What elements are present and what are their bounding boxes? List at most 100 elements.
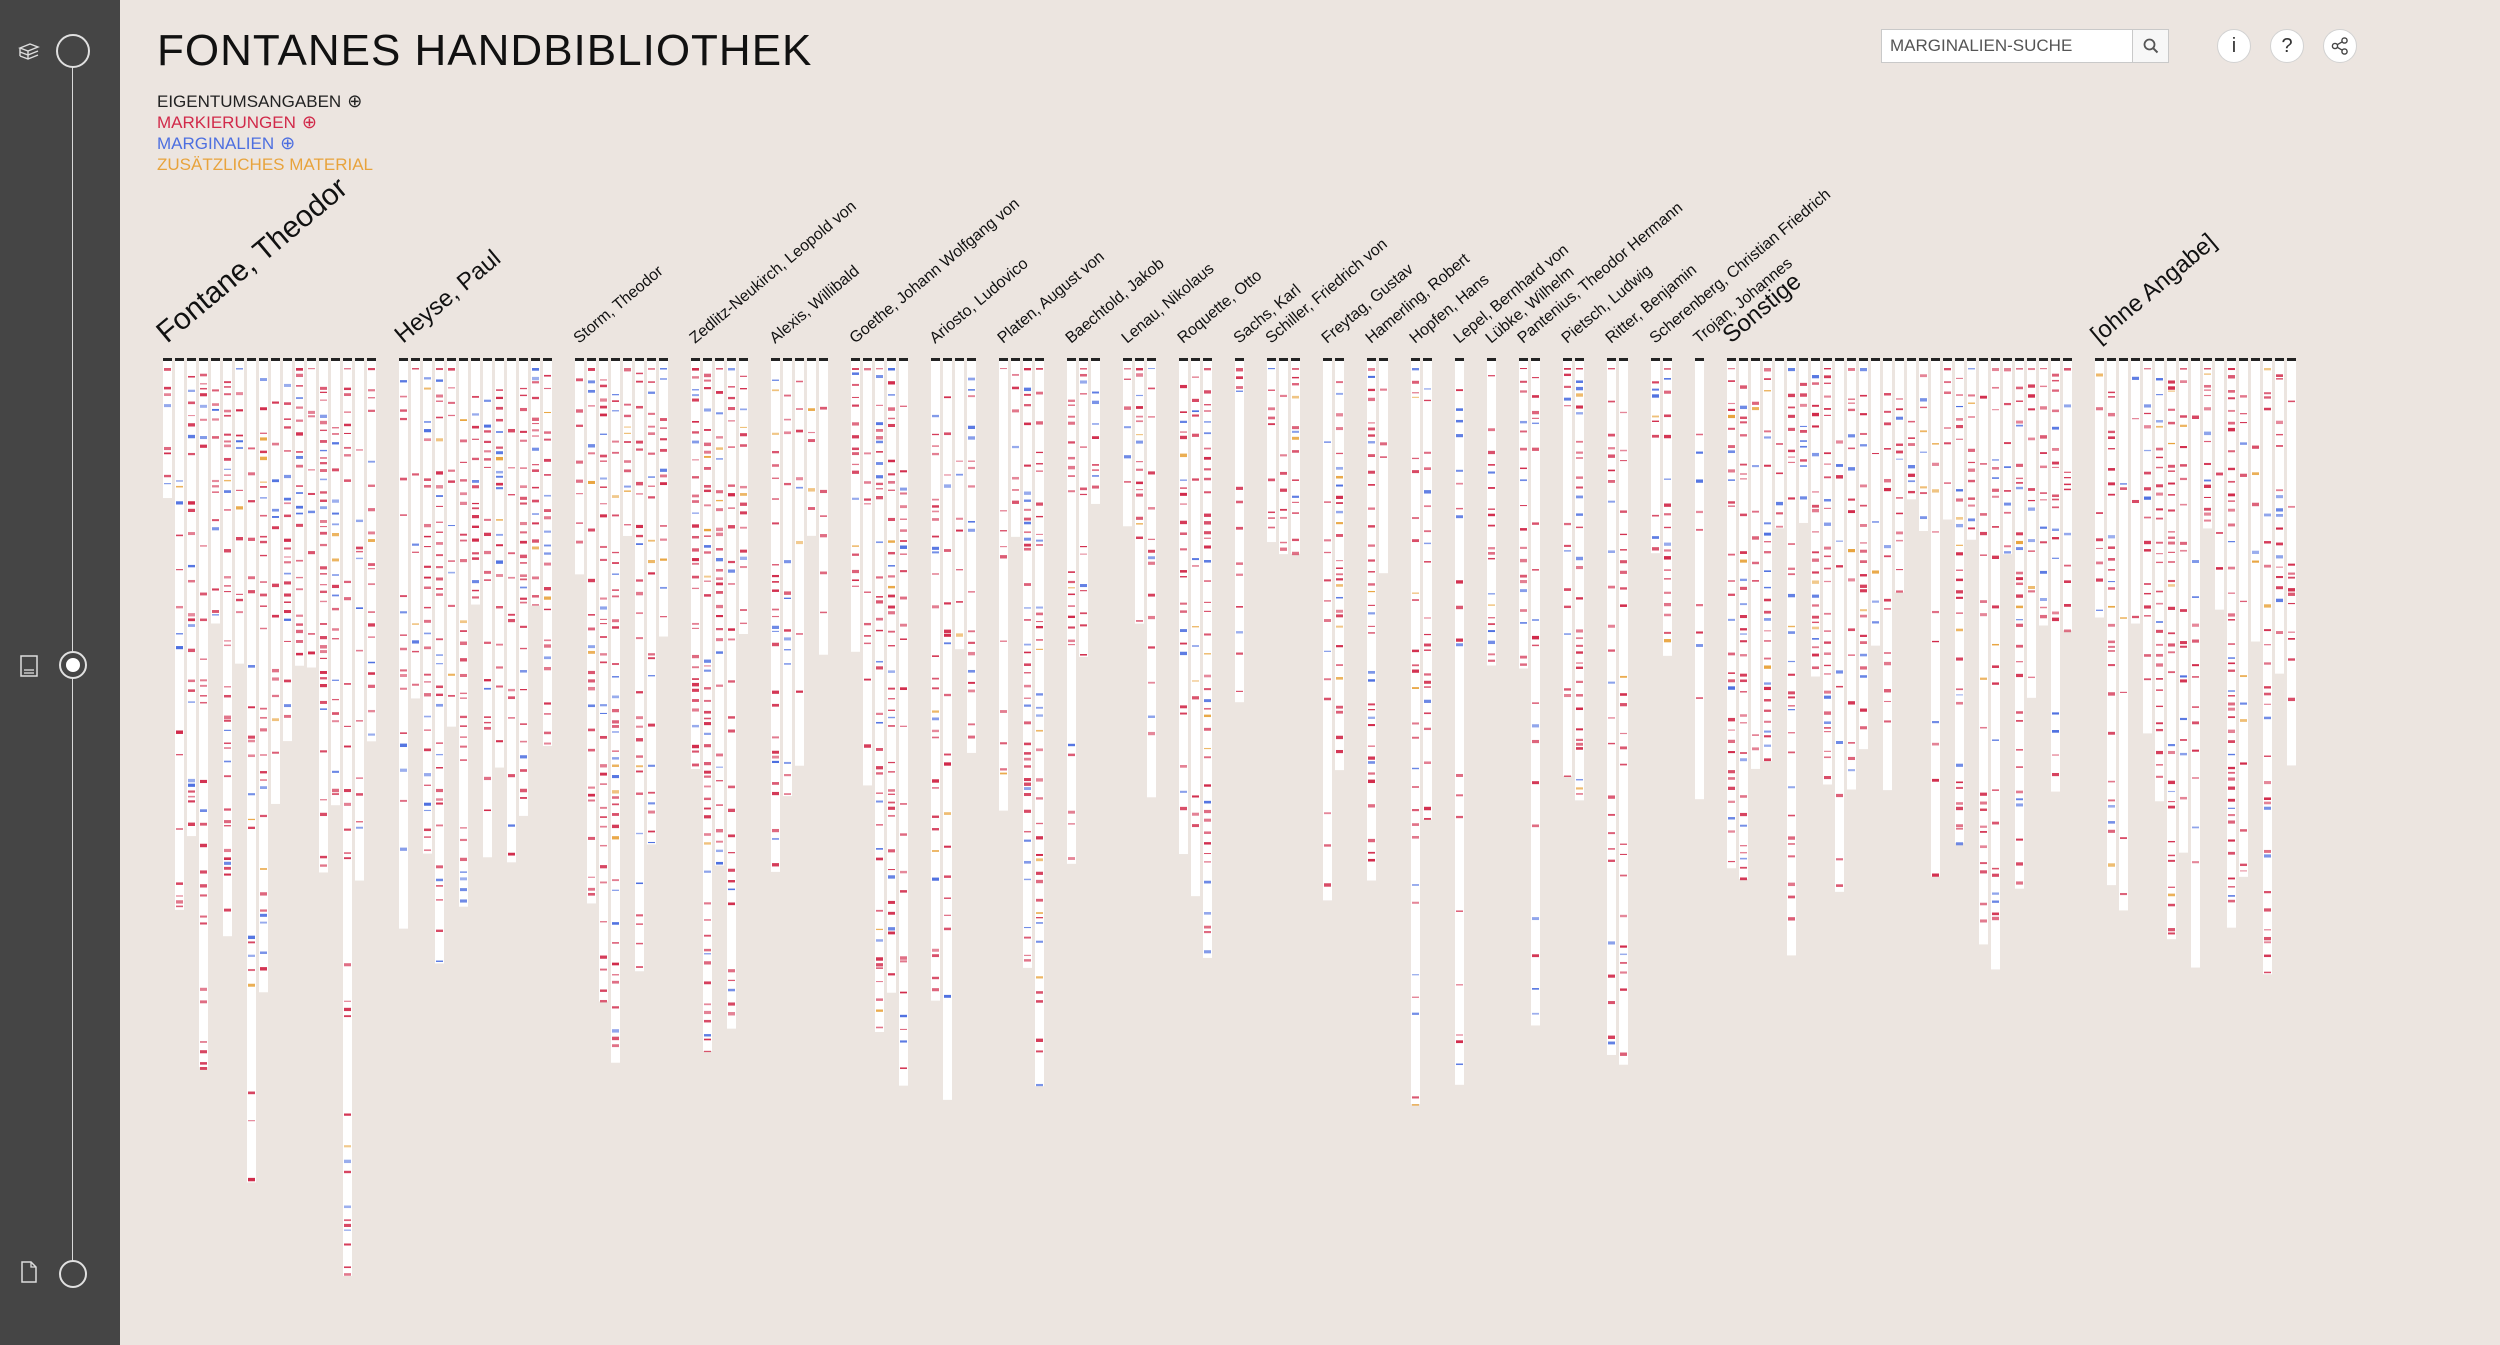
book-icon[interactable] — [18, 653, 40, 679]
book-column[interactable] — [1859, 358, 1868, 750]
book-column[interactable] — [1279, 358, 1288, 555]
book-column[interactable] — [163, 358, 172, 499]
book-column[interactable] — [1775, 358, 1784, 529]
book-column[interactable] — [1379, 358, 1388, 574]
book-column[interactable] — [1739, 358, 1748, 881]
book-column[interactable] — [411, 358, 420, 699]
author-group[interactable]: Platen, August von — [995, 248, 1108, 1087]
book-column[interactable] — [343, 358, 352, 1276]
book-column[interactable] — [1727, 358, 1736, 869]
book-column[interactable] — [1895, 358, 1904, 593]
book-column[interactable] — [1883, 358, 1892, 791]
book-column[interactable] — [1991, 358, 2000, 970]
book-column[interactable] — [2263, 358, 2272, 975]
book-column[interactable] — [247, 358, 256, 1183]
book-column[interactable] — [1191, 358, 1200, 897]
book-column[interactable] — [2015, 358, 2024, 889]
book-column[interactable] — [943, 358, 952, 1100]
book-column[interactable] — [1455, 358, 1464, 1085]
book-column[interactable] — [2203, 358, 2212, 529]
book-column[interactable] — [507, 358, 516, 863]
book-column[interactable] — [1023, 358, 1032, 968]
book-column[interactable] — [647, 358, 656, 845]
book-column[interactable] — [1091, 358, 1100, 504]
author-group[interactable]: Heyse, Paul — [390, 245, 552, 964]
book-column[interactable] — [1235, 358, 1244, 703]
book-column[interactable] — [459, 358, 468, 907]
book-column[interactable] — [2251, 358, 2260, 642]
book-column[interactable] — [495, 358, 504, 768]
book-column[interactable] — [2215, 358, 2224, 610]
book-column[interactable] — [659, 358, 668, 637]
book-column[interactable] — [1607, 358, 1616, 1055]
book-column[interactable] — [887, 358, 896, 993]
book-column[interactable] — [2027, 358, 2036, 698]
book-column[interactable] — [1563, 358, 1572, 777]
book-column[interactable] — [1011, 358, 1020, 537]
book-column[interactable] — [2179, 358, 2188, 853]
author-group[interactable]: Sonstige — [1718, 268, 2072, 970]
book-column[interactable] — [1811, 358, 1820, 677]
book-column[interactable] — [691, 358, 700, 770]
book-column[interactable] — [2119, 358, 2128, 911]
book-column[interactable] — [1035, 358, 1044, 1087]
book-column[interactable] — [819, 358, 828, 655]
author-label[interactable]: Storm, Theodor — [571, 262, 667, 347]
book-column[interactable] — [575, 358, 584, 575]
book-column[interactable] — [271, 358, 280, 804]
book-column[interactable] — [1519, 358, 1528, 669]
book-column[interactable] — [1823, 358, 1832, 785]
book-column[interactable] — [851, 358, 860, 652]
help-button[interactable]: ? — [2270, 29, 2304, 63]
book-column[interactable] — [531, 358, 540, 606]
book-column[interactable] — [1531, 358, 1540, 1026]
book-column[interactable] — [1267, 358, 1276, 543]
book-column[interactable] — [1179, 358, 1188, 855]
book-column[interactable] — [307, 358, 316, 668]
share-button[interactable] — [2323, 29, 2357, 63]
expand-icon[interactable]: ⊕ — [280, 133, 296, 153]
book-column[interactable] — [2287, 358, 2296, 766]
book-column[interactable] — [259, 358, 268, 993]
book-column[interactable] — [319, 358, 328, 873]
book-column[interactable] — [1955, 358, 1964, 846]
book-column[interactable] — [1663, 358, 1672, 656]
author-label[interactable]: Goethe, Johann Wolfgang von — [847, 195, 1023, 347]
book-column[interactable] — [199, 358, 208, 1070]
book-column[interactable] — [783, 358, 792, 797]
legend-item-2[interactable]: MARGINALIEN ⊕ — [157, 133, 373, 154]
book-column[interactable] — [1123, 358, 1132, 527]
book-column[interactable] — [223, 358, 232, 937]
book-column[interactable] — [795, 358, 804, 766]
book-column[interactable] — [2051, 358, 2060, 792]
book-column[interactable] — [1931, 358, 1940, 877]
book-column[interactable] — [1147, 358, 1156, 798]
book-column[interactable] — [2131, 358, 2140, 624]
book-column[interactable] — [1979, 358, 1988, 945]
book-column[interactable] — [1847, 358, 1856, 790]
book-column[interactable] — [519, 358, 528, 816]
book-column[interactable] — [703, 358, 712, 1053]
book-column[interactable] — [2039, 358, 2048, 626]
book-column[interactable] — [295, 358, 304, 666]
book-column[interactable] — [1835, 358, 1844, 892]
book-column[interactable] — [367, 358, 376, 742]
book-column[interactable] — [1943, 358, 1952, 520]
book-column[interactable] — [2191, 358, 2200, 968]
page-icon[interactable] — [18, 1259, 40, 1285]
book-column[interactable] — [1967, 358, 1976, 540]
book-column[interactable] — [1871, 358, 1880, 646]
book-column[interactable] — [955, 358, 964, 650]
book-column[interactable] — [1367, 358, 1376, 881]
legend-item-1[interactable]: MARKIERUNGEN ⊕ — [157, 112, 373, 133]
book-column[interactable] — [331, 358, 340, 806]
book-column[interactable] — [543, 358, 552, 746]
book-column[interactable] — [355, 358, 364, 881]
book-column[interactable] — [727, 358, 736, 1029]
author-group[interactable]: Lepel, Bernhard von — [1451, 241, 1572, 1085]
book-column[interactable] — [399, 358, 408, 929]
book-column[interactable] — [715, 358, 724, 866]
level-library-knob[interactable] — [56, 34, 90, 68]
expand-icon[interactable]: ⊕ — [347, 91, 363, 111]
book-column[interactable] — [1751, 358, 1760, 769]
